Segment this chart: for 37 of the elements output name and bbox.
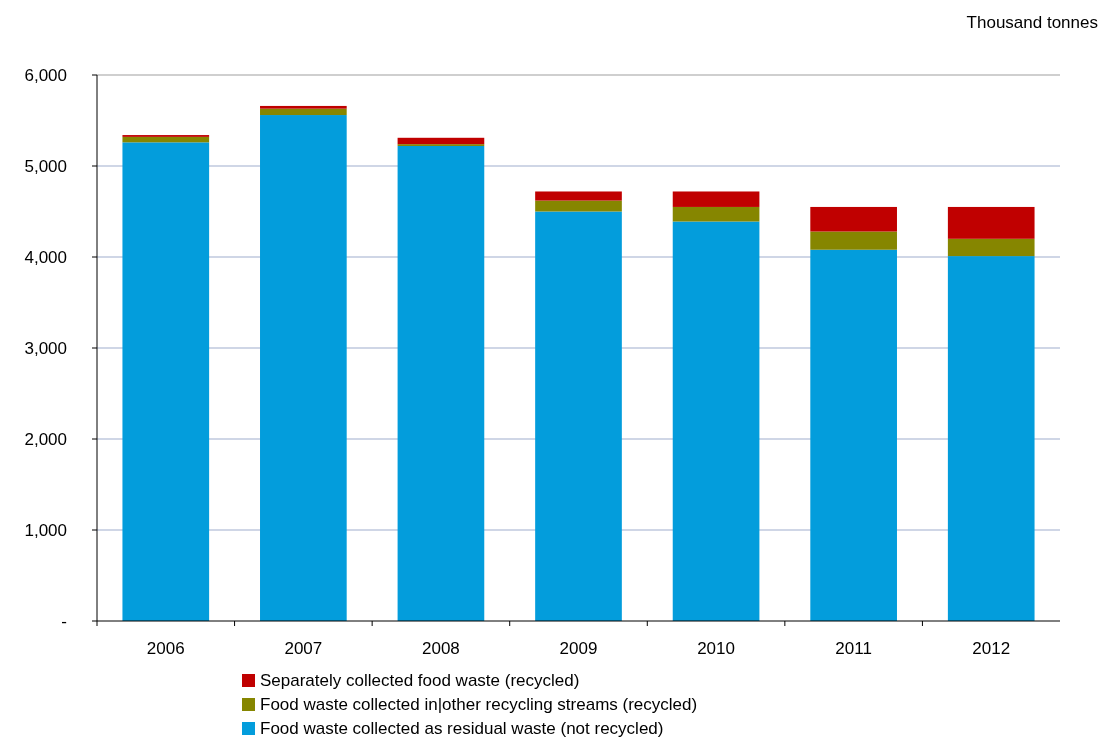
x-tick-label: 2011 bbox=[835, 639, 872, 658]
bar bbox=[122, 142, 210, 621]
x-tick-label: 2006 bbox=[146, 639, 185, 658]
bar bbox=[810, 206, 897, 232]
bar bbox=[535, 191, 622, 201]
bar bbox=[947, 256, 1035, 621]
y-tick-label: 4,000 bbox=[24, 247, 67, 267]
bar bbox=[810, 249, 897, 621]
x-tick-label: 2007 bbox=[284, 639, 323, 658]
bar bbox=[260, 115, 347, 621]
bar bbox=[947, 238, 1035, 257]
y-tick-label: 3,000 bbox=[24, 338, 67, 358]
bar bbox=[397, 137, 485, 145]
y-tick-label: - bbox=[61, 611, 67, 631]
x-tick-label: 2008 bbox=[422, 639, 460, 658]
bar bbox=[260, 108, 347, 116]
bar bbox=[672, 221, 760, 621]
bar bbox=[397, 145, 485, 621]
y-tick-label: 2,000 bbox=[24, 429, 67, 449]
bar bbox=[947, 206, 1035, 239]
legend-label: Food waste collected as residual waste (not recycled) bbox=[260, 719, 664, 738]
bar bbox=[672, 191, 760, 207]
y-tick-label: 6,000 bbox=[24, 65, 67, 85]
bar bbox=[535, 200, 622, 212]
bar bbox=[260, 105, 347, 109]
x-tick-label: 2009 bbox=[559, 639, 598, 658]
legend-label: Food waste collected in|other recycling streams (recycled) bbox=[260, 695, 698, 714]
bar bbox=[810, 231, 897, 250]
x-tick-label: 2012 bbox=[972, 639, 1011, 658]
y-axis-title: Thousand tonnes bbox=[966, 13, 1098, 32]
y-tick-label: 1,000 bbox=[24, 520, 67, 540]
bar bbox=[122, 136, 210, 143]
legend-label: Separately collected food waste (recycled) bbox=[260, 671, 580, 690]
bar bbox=[672, 206, 760, 222]
y-tick-label: 5,000 bbox=[24, 156, 67, 176]
x-tick-label: 2010 bbox=[697, 639, 735, 658]
bar bbox=[535, 211, 622, 621]
